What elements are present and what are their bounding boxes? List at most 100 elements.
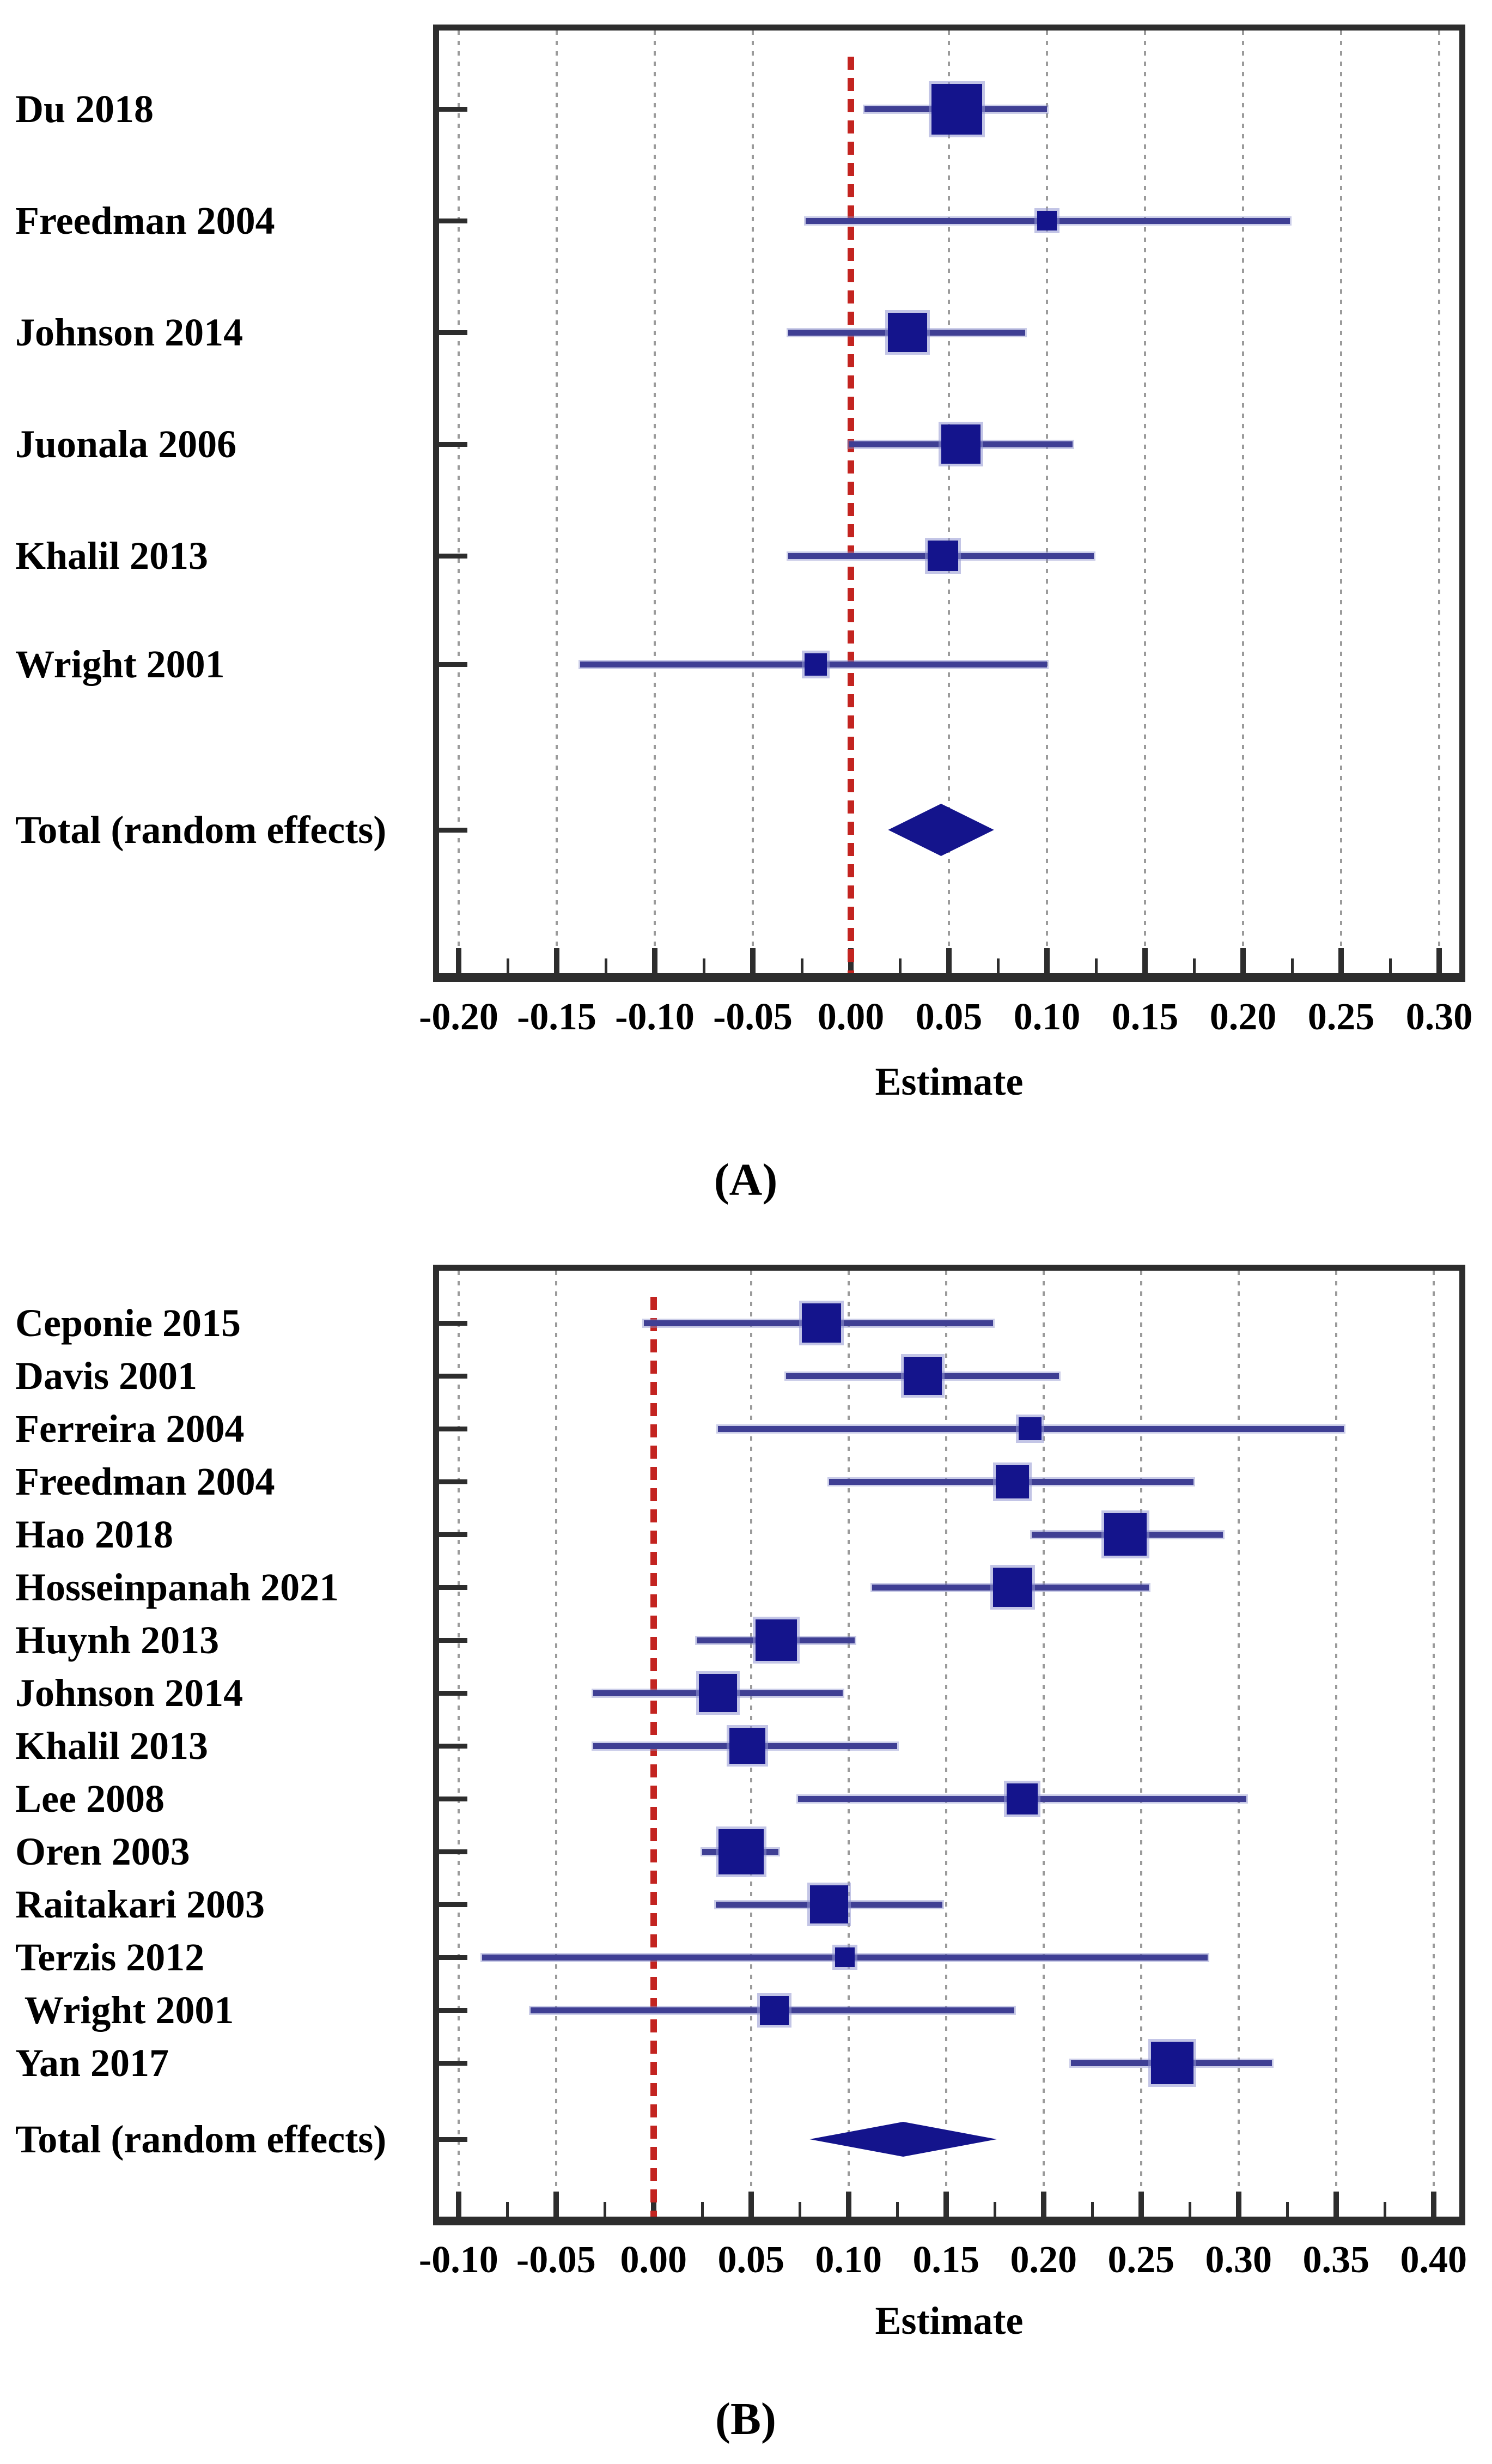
study-label: Hao 2018 (15, 1513, 174, 1556)
row-tick (439, 2007, 467, 2013)
x-tick-label: -0.05 (516, 2239, 596, 2281)
x-tick-label: 0.25 (1307, 996, 1375, 1038)
axis-major-tick (1338, 948, 1344, 973)
row-tick (439, 661, 467, 667)
grid-line (1335, 1271, 1337, 2217)
zero-reference-line (848, 57, 854, 973)
axis-minor-tick (702, 958, 705, 973)
grid-line (555, 1271, 557, 2217)
axis-minor-tick (506, 2202, 509, 2217)
study-label: Juonala 2006 (15, 422, 237, 466)
axis-major-tick (1040, 2192, 1046, 2217)
x-tick-label: 0.20 (1209, 996, 1277, 1038)
grid-line (1046, 31, 1048, 973)
x-tick-label: 0.10 (1013, 996, 1081, 1038)
estimate-marker (903, 1357, 942, 1395)
study-label: Freedman 2004 (15, 1460, 275, 1503)
axis-minor-tick (701, 2202, 704, 2217)
axis-major-tick (554, 948, 559, 973)
axis-major-tick (1240, 948, 1246, 973)
study-label: Huynh 2013 (15, 1618, 220, 1662)
axis-minor-tick (1389, 958, 1392, 973)
axis-minor-tick (1290, 958, 1294, 973)
row-tick (439, 1479, 467, 1484)
estimate-marker (996, 1465, 1030, 1498)
axis-minor-tick (898, 958, 902, 973)
axis-minor-tick (604, 958, 607, 973)
study-label: Johnson 2014 (15, 311, 243, 354)
x-tick-label: 0.05 (717, 2239, 785, 2281)
study-label: Khalil 2013 (15, 534, 209, 578)
x-tick-label: 0.20 (1010, 2239, 1077, 2281)
plot-area-b (433, 1265, 1465, 2225)
x-tick-label: 0.05 (915, 996, 983, 1038)
row-tick (439, 1320, 467, 1326)
axis-major-tick (1138, 2192, 1144, 2217)
axis-minor-tick (1383, 2202, 1386, 2217)
axis-major-tick (748, 2192, 754, 2217)
row-tick (439, 330, 467, 335)
grid-line (1042, 1271, 1045, 2217)
row-tick (439, 1902, 467, 1907)
study-label: Ferreira 2004 (15, 1407, 245, 1451)
estimate-marker (729, 1728, 765, 1764)
x-axis-title-b: Estimate (875, 2299, 1024, 2342)
grid-line (654, 31, 656, 973)
study-label: Raitakari 2003 (15, 1883, 265, 1926)
estimate-marker (810, 1885, 848, 1923)
x-tick-label: 0.30 (1405, 996, 1473, 1038)
estimate-marker (1104, 1513, 1147, 1556)
row-tick (439, 1849, 467, 1854)
estimate-marker (804, 653, 827, 676)
axis-minor-tick (1286, 2202, 1289, 2217)
grid-line (458, 31, 460, 973)
total-diamond (809, 2122, 997, 2157)
estimate-marker (992, 1568, 1032, 1607)
row-tick (439, 106, 467, 112)
x-tick-label: -0.10 (615, 996, 695, 1038)
x-tick-label: 0.40 (1400, 2239, 1467, 2281)
axis-minor-tick (1192, 958, 1196, 973)
axis-major-tick (553, 2192, 559, 2217)
row-tick (439, 553, 467, 559)
axis-major-tick (1044, 948, 1050, 973)
grid-line (1432, 1271, 1435, 2217)
row-tick (439, 441, 467, 447)
estimate-marker (941, 424, 981, 464)
grid-line (945, 1271, 947, 2217)
axis-major-tick (946, 948, 952, 973)
total-label: Total (random effects) (15, 2117, 387, 2161)
grid-line (1140, 1271, 1142, 2217)
x-tick-label: 0.35 (1302, 2239, 1370, 2281)
axis-minor-tick (506, 958, 509, 973)
axis-major-tick (455, 2192, 461, 2217)
axis-minor-tick (1094, 958, 1098, 973)
x-tick-label: 0.10 (815, 2239, 882, 2281)
x-tick-label: -0.20 (419, 996, 498, 1038)
grid-line (948, 31, 950, 973)
x-tick-label: 0.00 (817, 996, 885, 1038)
estimate-marker (698, 1674, 737, 1712)
grid-line (556, 31, 558, 973)
row-tick (439, 1532, 467, 1537)
row-tick (439, 1426, 467, 1431)
estimate-marker (1018, 1417, 1042, 1440)
study-label: Wright 2001 (15, 642, 225, 686)
panel-caption-b: (B) (715, 2394, 776, 2444)
x-tick-label: 0.00 (620, 2239, 687, 2281)
study-label: Yan 2017 (15, 2041, 169, 2085)
row-tick (439, 1690, 467, 1696)
estimate-marker (756, 1619, 797, 1661)
row-tick (439, 1743, 467, 1749)
axis-minor-tick (798, 2202, 801, 2217)
estimate-marker (835, 1947, 855, 1967)
panel-caption-a: (A) (714, 1155, 778, 1205)
estimate-marker (718, 1829, 764, 1874)
axis-major-tick (943, 2192, 949, 2217)
zero-reference-line (650, 1297, 657, 2217)
x-tick-label: 0.15 (1111, 996, 1179, 1038)
study-label: Terzis 2012 (15, 1935, 205, 1979)
row-tick (439, 1955, 467, 1960)
row-tick (439, 1637, 467, 1643)
